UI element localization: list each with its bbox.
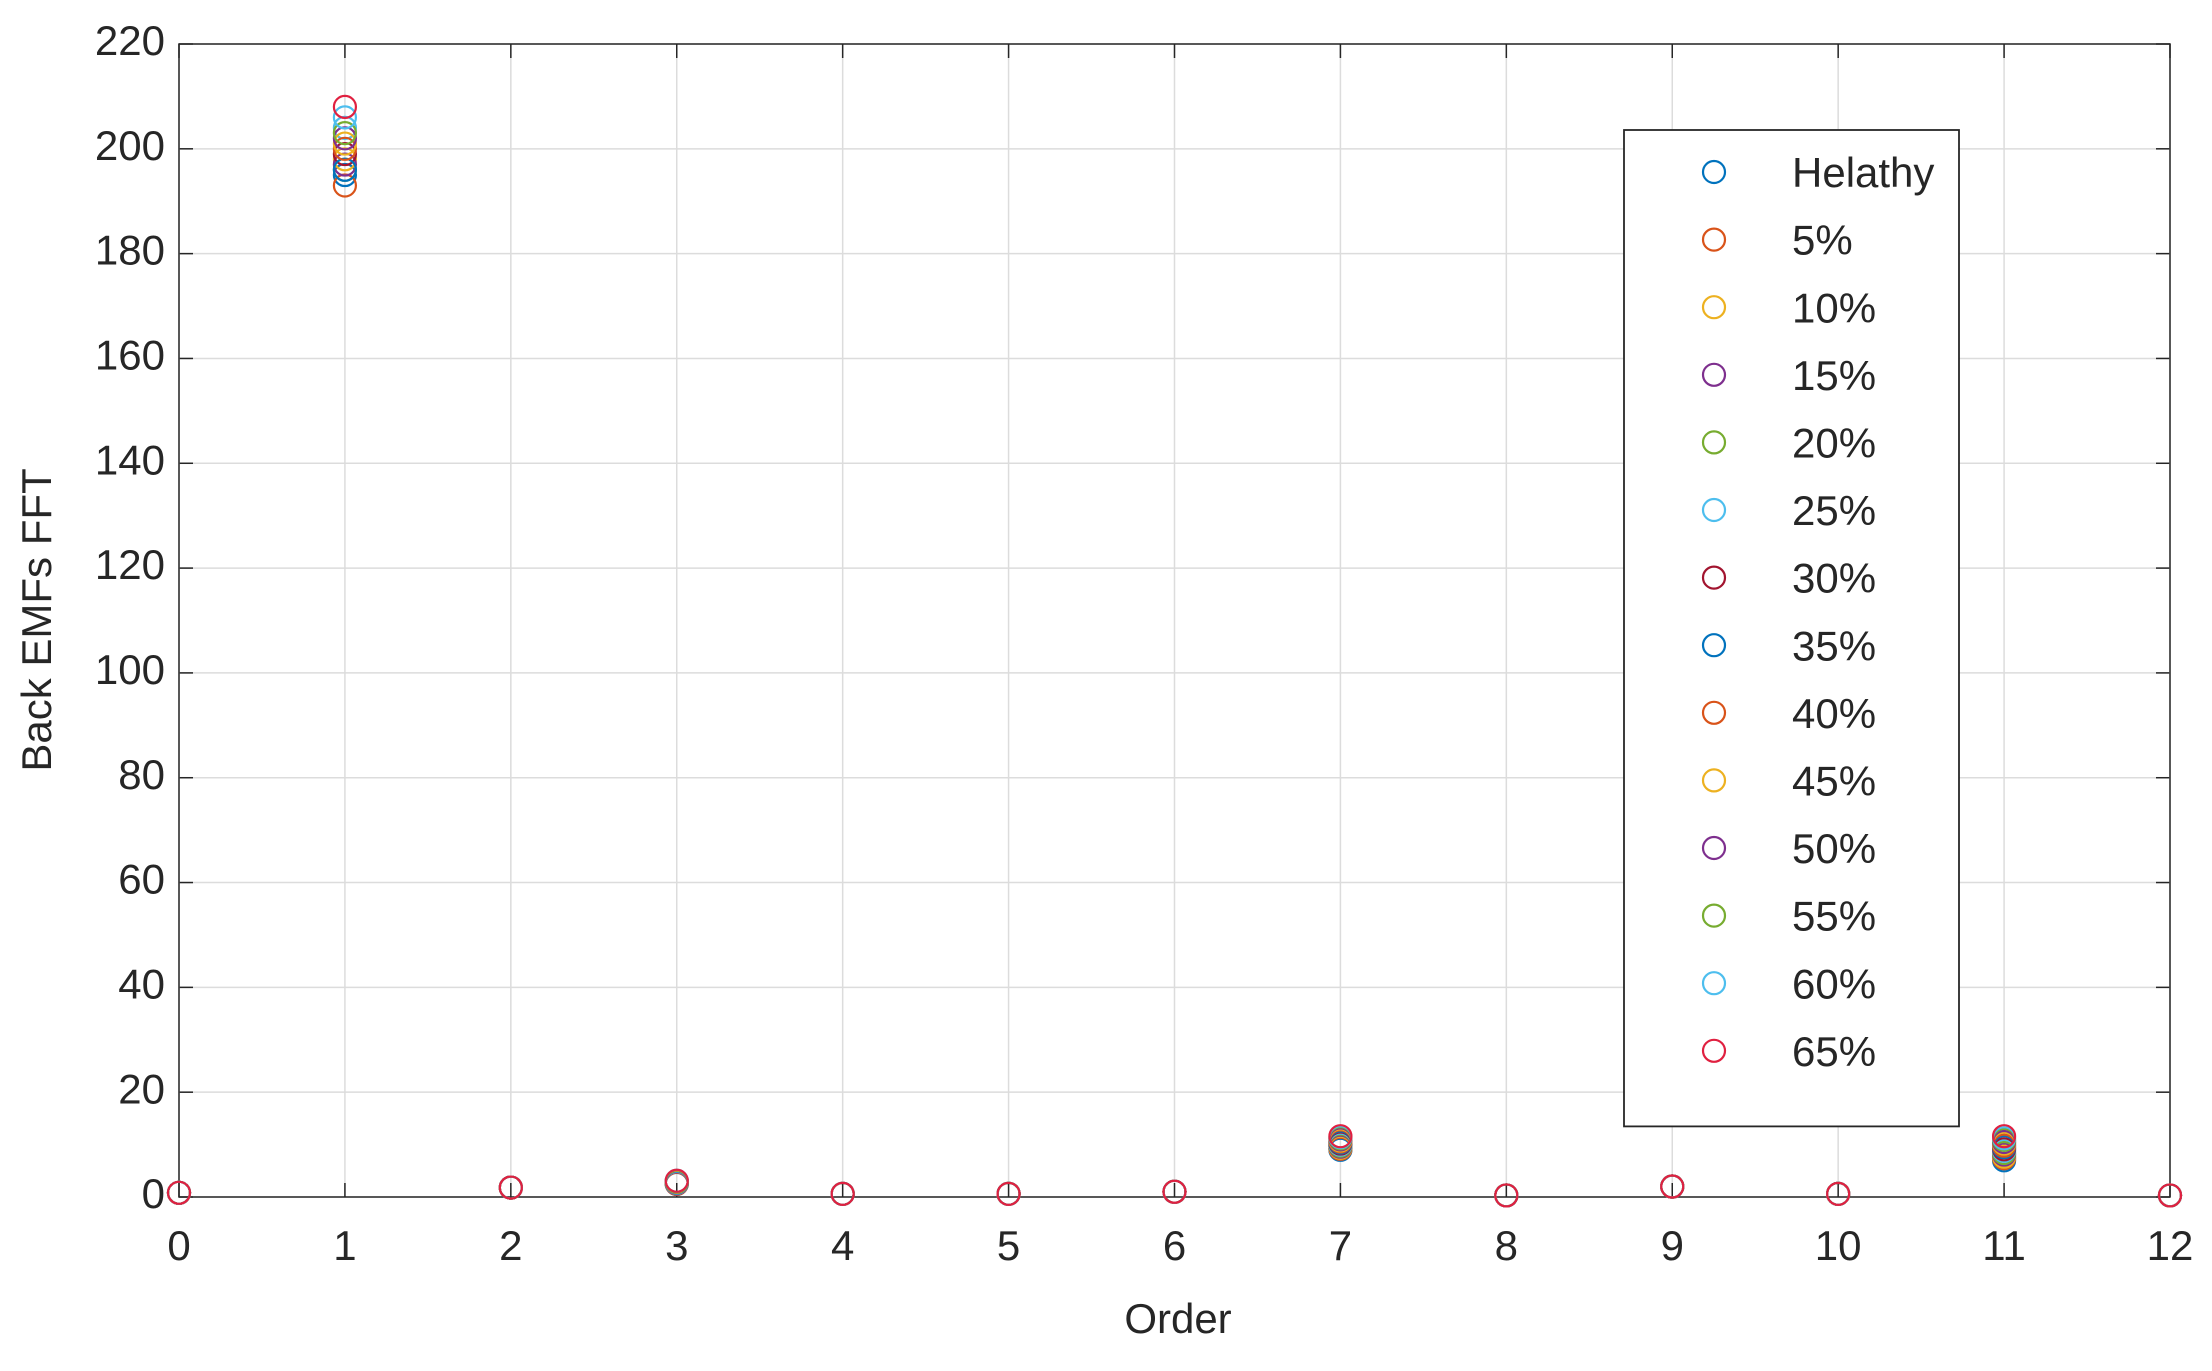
marker	[498, 1175, 523, 1200]
plot-frame	[178, 43, 2171, 1198]
x-tick-label: 9	[1661, 1222, 1684, 1269]
y-tick-label: 140	[95, 436, 165, 483]
legend-marker	[1701, 295, 1727, 320]
marker	[332, 105, 358, 130]
legend-marker	[1701, 903, 1727, 928]
marker	[332, 131, 358, 156]
legend-marker	[1701, 159, 1727, 185]
marker	[1991, 1124, 2017, 1149]
y-tick-label: 120	[95, 541, 165, 588]
x-tick-label: 0	[167, 1222, 190, 1269]
marker	[1328, 1124, 1353, 1149]
x-tick-label: 8	[1495, 1222, 1518, 1269]
legend-label: 60%	[1792, 960, 1876, 1007]
marker	[332, 120, 358, 146]
legend-marker	[1701, 565, 1727, 590]
x-tick-label: 4	[831, 1222, 854, 1269]
legend-label: 50%	[1792, 825, 1876, 872]
y-tick-label: 80	[118, 751, 165, 798]
marker	[2157, 1183, 2183, 1208]
y-tick-label: 100	[95, 646, 165, 693]
y-tick-label: 220	[95, 17, 165, 64]
y-tick-label: 180	[95, 227, 165, 274]
legend-marker	[1701, 971, 1727, 996]
legend-marker	[1701, 1038, 1727, 1063]
legend-box	[1623, 129, 1960, 1128]
legend-label: 15%	[1792, 352, 1876, 399]
marker	[830, 1181, 855, 1206]
y-tick-label: 60	[118, 856, 165, 903]
x-tick-label: 3	[665, 1222, 688, 1269]
x-axis-label: Order	[1124, 1295, 1231, 1342]
marker	[1494, 1183, 1519, 1208]
legend-label: 10%	[1792, 284, 1876, 331]
marker	[166, 1180, 192, 1205]
legend-marker	[1701, 768, 1727, 793]
legend-label: 5%	[1792, 217, 1853, 264]
legend-label: 40%	[1792, 690, 1876, 737]
y-tick-label: 160	[95, 332, 165, 379]
legend-marker	[1701, 362, 1727, 387]
marker	[996, 1181, 1021, 1206]
y-tick-label: 20	[118, 1065, 165, 1112]
legend-marker	[1701, 835, 1727, 861]
y-tick-label: 40	[118, 960, 165, 1007]
legend-label: 25%	[1792, 487, 1876, 534]
y-tick-label: 0	[142, 1170, 165, 1217]
legend-marker	[1701, 430, 1727, 455]
y-axis-label: Back EMFs FFT	[13, 468, 60, 771]
x-tick-label: 7	[1329, 1222, 1352, 1269]
legend-label: 65%	[1792, 1028, 1876, 1075]
y-tick-label: 200	[95, 122, 165, 169]
marker	[332, 136, 358, 161]
legend-label: Helathy	[1792, 149, 1934, 196]
legend-marker	[1701, 633, 1727, 658]
marker	[664, 1168, 689, 1193]
legend: Helathy 5% 10% 15% 20% 25% 30% 35% 40% 45% 50% 55% 6…	[1623, 129, 1960, 1128]
legend-label: 35%	[1792, 622, 1876, 669]
legend-label: 20%	[1792, 419, 1876, 466]
x-tick-label: 1	[333, 1222, 356, 1269]
legend-label: 55%	[1792, 893, 1876, 940]
x-tick-label: 12	[2147, 1222, 2194, 1269]
x-tick-label: 5	[997, 1222, 1020, 1269]
marker	[1660, 1174, 1685, 1199]
marker	[332, 94, 358, 119]
legend-label: 30%	[1792, 555, 1876, 602]
legend-marker	[1701, 497, 1727, 523]
legend-marker	[1701, 227, 1727, 252]
legend-label: 45%	[1792, 757, 1876, 804]
x-tick-label: 2	[499, 1222, 522, 1269]
legend-marker	[1701, 700, 1727, 725]
marker	[1162, 1179, 1187, 1204]
x-tick-label: 6	[1163, 1222, 1186, 1269]
x-tick-label: 11	[1982, 1222, 2026, 1269]
x-tick-label: 10	[1815, 1222, 1862, 1269]
marker	[1826, 1181, 1851, 1206]
